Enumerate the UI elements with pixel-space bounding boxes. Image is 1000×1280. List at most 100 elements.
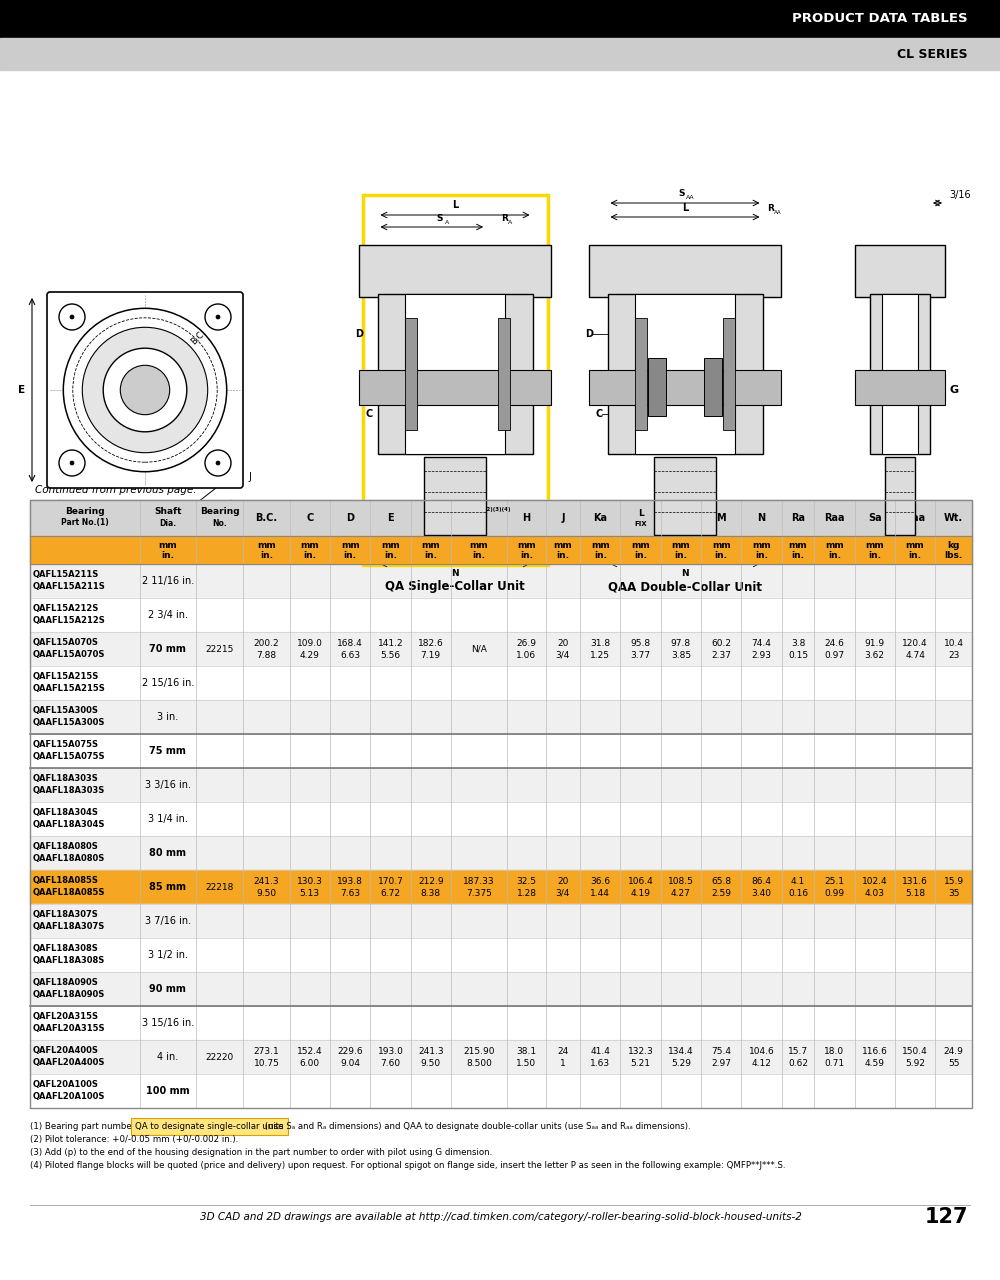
Text: 65.8: 65.8 <box>711 877 731 886</box>
Text: Sa: Sa <box>868 513 882 524</box>
Text: 109.0: 109.0 <box>297 639 323 648</box>
Text: 7.88: 7.88 <box>256 650 277 659</box>
Text: QA to designate single-collar units: QA to designate single-collar units <box>135 1123 283 1132</box>
Text: 134.4: 134.4 <box>668 1047 694 1056</box>
Circle shape <box>120 365 170 415</box>
Bar <box>30 1006 972 1039</box>
Text: M: M <box>436 353 445 362</box>
Text: QAFL15A215S: QAFL15A215S <box>33 672 99 681</box>
Bar <box>30 733 972 768</box>
Text: 8.500: 8.500 <box>466 1059 492 1068</box>
Bar <box>30 564 972 598</box>
Text: Continued from previous page.: Continued from previous page. <box>35 485 196 495</box>
Text: in.: in. <box>909 550 922 559</box>
Text: 80 mm: 80 mm <box>149 847 186 858</box>
Text: 241.3: 241.3 <box>418 1047 444 1056</box>
Text: D: D <box>346 513 354 524</box>
Text: QAFL15A070S: QAFL15A070S <box>33 639 99 648</box>
Text: 7.375: 7.375 <box>466 888 492 897</box>
Text: 23: 23 <box>948 650 959 659</box>
Text: R: R <box>768 204 774 212</box>
Text: in.: in. <box>303 550 316 559</box>
Text: Bearing: Bearing <box>200 507 240 517</box>
Text: PRODUCT DATA TABLES: PRODUCT DATA TABLES <box>792 13 968 26</box>
Bar <box>30 870 972 904</box>
Text: 4.19: 4.19 <box>631 888 651 897</box>
Text: 5.92: 5.92 <box>905 1059 925 1068</box>
Text: 7.63: 7.63 <box>340 888 360 897</box>
Text: 4.29: 4.29 <box>300 650 320 659</box>
Text: 2.59: 2.59 <box>711 888 731 897</box>
Text: (use Sₐ and Rₐ dimensions) and QAA to designate double-collar units (use Sₐₐ and: (use Sₐ and Rₐ dimensions) and QAA to de… <box>262 1123 690 1132</box>
Text: QAFL18A303S: QAFL18A303S <box>33 774 99 783</box>
Text: L: L <box>638 508 643 517</box>
Text: (1) Bearing part numbers use: (1) Bearing part numbers use <box>30 1123 161 1132</box>
Text: 7.19: 7.19 <box>421 650 441 659</box>
Bar <box>30 972 972 1006</box>
Text: A: A <box>444 220 449 225</box>
Text: 3 1/2 in.: 3 1/2 in. <box>148 950 188 960</box>
Text: 20: 20 <box>557 877 569 886</box>
Text: mm: mm <box>158 540 177 549</box>
Text: in.: in. <box>424 550 437 559</box>
Text: 4.59: 4.59 <box>865 1059 885 1068</box>
Text: 70 mm: 70 mm <box>149 644 186 654</box>
Circle shape <box>70 461 74 465</box>
Bar <box>0 38 1000 70</box>
Text: F: F <box>142 471 148 480</box>
Text: 38.1: 38.1 <box>516 1047 537 1056</box>
Text: 6.72: 6.72 <box>380 888 400 897</box>
Text: 4.74: 4.74 <box>905 650 925 659</box>
Text: 60.2: 60.2 <box>711 639 731 648</box>
Bar <box>704 358 722 416</box>
Text: 0.99: 0.99 <box>824 888 845 897</box>
Bar <box>359 370 551 404</box>
Text: mm: mm <box>752 540 771 549</box>
Circle shape <box>103 348 187 431</box>
Text: D: D <box>586 329 594 339</box>
Text: mm: mm <box>300 540 319 549</box>
Text: QAFL18A307S: QAFL18A307S <box>33 910 99 919</box>
Text: 2.97: 2.97 <box>711 1059 731 1068</box>
Text: 168.4: 168.4 <box>337 639 363 648</box>
Text: Shaft: Shaft <box>154 507 182 517</box>
Text: QAAFL15A070S: QAAFL15A070S <box>33 650 105 659</box>
Bar <box>648 358 666 416</box>
Text: in.: in. <box>161 550 174 559</box>
Text: 229.6: 229.6 <box>337 1047 363 1056</box>
Circle shape <box>205 303 231 330</box>
Text: 22220: 22220 <box>206 1052 234 1061</box>
Text: Ra: Ra <box>791 513 805 524</box>
Text: 1.25: 1.25 <box>590 650 610 659</box>
Text: QAFL15A075S: QAFL15A075S <box>33 741 99 750</box>
Text: 127: 127 <box>924 1207 968 1228</box>
Text: mm: mm <box>825 540 844 549</box>
Text: Saa: Saa <box>905 513 925 524</box>
Text: 3.85: 3.85 <box>671 650 691 659</box>
Text: 182.6: 182.6 <box>418 639 444 648</box>
Text: 193.8: 193.8 <box>337 877 363 886</box>
Text: 241.3: 241.3 <box>254 877 279 886</box>
Text: 100 mm: 100 mm <box>146 1085 190 1096</box>
Text: M: M <box>716 513 726 524</box>
Text: in.: in. <box>260 550 273 559</box>
Text: 86.4: 86.4 <box>752 877 772 886</box>
Bar <box>30 500 972 1108</box>
Circle shape <box>70 315 74 319</box>
Bar <box>855 370 945 404</box>
Text: QAFL20A315S: QAFL20A315S <box>33 1012 99 1021</box>
Text: 5.13: 5.13 <box>300 888 320 897</box>
Text: 0.15: 0.15 <box>788 650 808 659</box>
Text: (3) Add (p) to the end of the housing designation in the part number to order wi: (3) Add (p) to the end of the housing de… <box>30 1148 492 1157</box>
Text: 22218: 22218 <box>206 882 234 891</box>
Text: mm: mm <box>672 540 690 549</box>
Text: 1.06: 1.06 <box>516 650 537 659</box>
Bar <box>608 294 763 454</box>
Text: QAFL18A304S: QAFL18A304S <box>33 809 99 818</box>
Text: QAA Double-Collar Unit: QAA Double-Collar Unit <box>608 580 762 593</box>
Text: 24.6: 24.6 <box>825 639 844 648</box>
Text: QAFL15A300S: QAFL15A300S <box>33 707 99 716</box>
Text: QAAFL15A075S: QAAFL15A075S <box>33 753 106 762</box>
Text: 24: 24 <box>557 1047 569 1056</box>
Text: 10.4: 10.4 <box>944 639 964 648</box>
